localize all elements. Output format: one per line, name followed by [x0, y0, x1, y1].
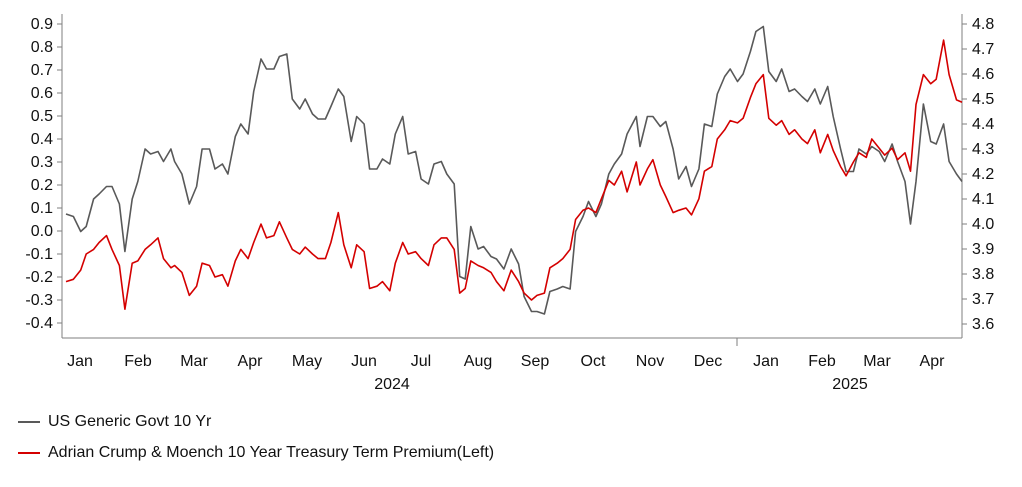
left-tick-label: 0.6	[31, 85, 53, 102]
x-year-label: 2025	[832, 376, 868, 393]
x-month-label: Jan	[753, 353, 779, 370]
x-month-label: Feb	[808, 353, 836, 370]
left-tick-label: 0.8	[31, 39, 53, 56]
legend-label: Adrian Crump & Moench 10 Year Treasury T…	[48, 444, 495, 461]
x-month-label: Mar	[180, 353, 208, 370]
x-month-label: Aug	[464, 353, 492, 370]
right-tick-label: 4.2	[972, 166, 994, 183]
right-tick-label: 4.4	[972, 116, 994, 133]
left-tick-label: 0.1	[31, 200, 53, 217]
right-tick-label: 4.8	[972, 16, 994, 33]
legend-label: US Generic Govt 10 Yr	[48, 413, 212, 430]
left-tick-label: 0.7	[31, 62, 53, 79]
legend-swatch-gray	[18, 421, 40, 423]
right-axis-ticks: 4.8 4.7 4.6 4.5 4.4 4.3 4.2 4.1 4.0 3.9 3.8 3.7 3.6	[962, 16, 994, 333]
left-tick-label: -0.3	[25, 292, 53, 309]
left-tick-label: 0.3	[31, 154, 53, 171]
left-axis-ticks: 0.9 0.8 0.7 0.6 0.5 0.4 0.3 0.2 0.1 0.0 -0.1 -0.2 -0…	[25, 16, 62, 332]
x-month-label: Oct	[581, 353, 606, 370]
x-year-label: 2024	[374, 376, 410, 393]
right-tick-label: 3.7	[972, 291, 994, 308]
x-month-label: Mar	[863, 353, 891, 370]
legend-item-us-generic-govt-10yr: US Generic Govt 10 Yr	[18, 413, 211, 431]
x-month-label: May	[292, 353, 322, 370]
left-tick-label: -0.2	[25, 269, 53, 286]
x-month-label: Jan	[67, 353, 93, 370]
legend-swatch-red	[18, 452, 40, 454]
right-tick-label: 4.1	[972, 191, 994, 208]
left-tick-label: 0.4	[31, 131, 53, 148]
right-tick-label: 3.8	[972, 266, 994, 283]
x-month-label: Jul	[411, 353, 431, 370]
x-month-label: Apr	[238, 353, 264, 370]
right-tick-label: 3.6	[972, 316, 994, 333]
x-month-label: Nov	[636, 353, 664, 370]
right-tick-label: 4.7	[972, 41, 994, 58]
left-tick-label: 0.9	[31, 16, 53, 33]
right-tick-label: 4.6	[972, 66, 994, 83]
x-month-label: Feb	[124, 353, 152, 370]
right-tick-label: 4.5	[972, 91, 994, 108]
acm-term-premium-line	[65, 39, 963, 310]
x-month-label: Dec	[694, 353, 722, 370]
us-10yr-yield-line	[65, 25, 963, 315]
left-tick-label: 0.2	[31, 177, 53, 194]
x-axis-ticks: Jan Feb Mar Apr May Jun Jul Aug Sep Oct Nov Dec Jan F…	[67, 338, 945, 393]
left-tick-label: -0.4	[25, 315, 53, 332]
left-tick-label: -0.1	[25, 246, 53, 263]
x-month-label: Apr	[920, 353, 946, 370]
legend-item-acm-term-premium: Adrian Crump & Moench 10 Year Treasury T…	[18, 444, 494, 462]
right-tick-label: 4.3	[972, 141, 994, 158]
series-lines	[65, 25, 963, 315]
left-tick-label: 0.5	[31, 108, 53, 125]
left-tick-label: 0.0	[31, 223, 53, 240]
chart-axes	[61, 14, 963, 339]
x-month-label: Sep	[521, 353, 550, 370]
right-tick-label: 3.9	[972, 241, 994, 258]
x-month-label: Jun	[351, 353, 377, 370]
right-tick-label: 4.0	[972, 216, 994, 233]
